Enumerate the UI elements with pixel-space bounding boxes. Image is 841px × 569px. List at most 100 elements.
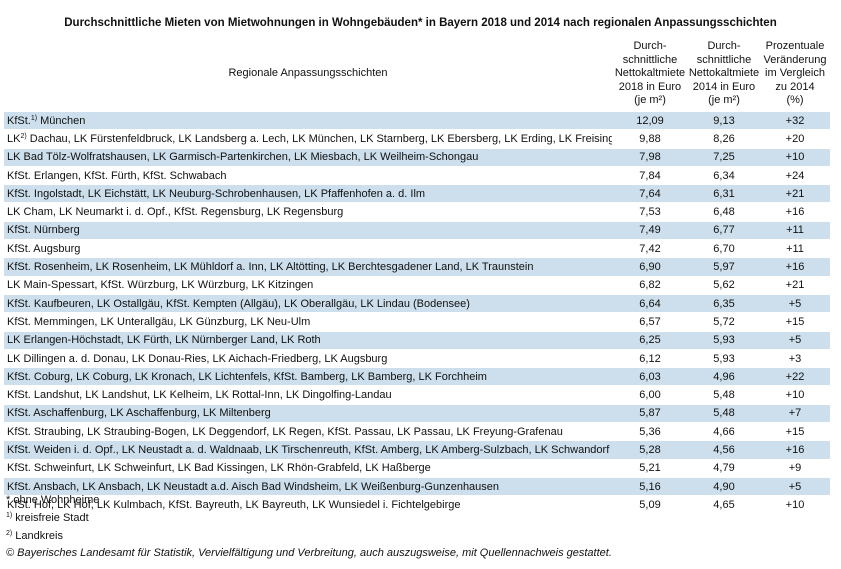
region-name: KfSt. Aschaffenburg, LK Aschaffenburg, L… — [7, 407, 271, 420]
region-cell: KfSt. Landshut, LK Landshut, LK Kelheim,… — [4, 385, 612, 405]
table-row: KfSt. Schweinfurt, LK Schweinfurt, LK Ba… — [4, 459, 830, 478]
table-row: KfSt. Straubing, LK Straubing-Bogen, LK … — [4, 422, 830, 442]
region-cell: KfSt. Ingolstadt, LK Eichstätt, LK Neubu… — [4, 184, 612, 204]
region-name: KfSt. Nürnberg — [7, 224, 80, 237]
region-cell: KfSt. Kaufbeuren, LK Ostallgäu, KfSt. Ke… — [4, 294, 612, 314]
table-row: KfSt. Ingolstadt, LK Eichstätt, LK Neubu… — [4, 184, 830, 204]
value-cell: 6,77 — [688, 221, 760, 241]
value-cell: 5,62 — [688, 276, 760, 295]
value-cell: 7,42 — [612, 239, 688, 259]
value-cell: +15 — [760, 312, 830, 332]
title: Durchschnittliche Mieten von Mietwohnung… — [64, 17, 777, 29]
table-row: KfSt. Rosenheim, LK Rosenheim, LK Mühldo… — [4, 257, 830, 277]
region-name: KfSt. Straubing, LK Straubing-Bogen, LK … — [7, 425, 563, 438]
value-cell: 5,93 — [688, 331, 760, 350]
table-row: KfSt. Nürnberg 7,49 6,77 +11 — [4, 221, 830, 241]
footnote-text: Landkreis — [12, 530, 63, 542]
table-row: KfSt. Hof, LK Hof, LK Kulmbach, KfSt. Ba… — [4, 495, 830, 515]
region-cell: KfSt. Memmingen, LK Unterallgäu, LK Günz… — [4, 312, 612, 332]
region-cell: KfSt. Rosenheim, LK Rosenheim, LK Mühldo… — [4, 257, 612, 277]
value-cell: +21 — [760, 184, 830, 204]
value-cell: +21 — [760, 276, 830, 295]
region-prefix: LK — [7, 132, 21, 145]
value-cell: 5,16 — [612, 477, 688, 497]
region-name: KfSt. Rosenheim, LK Rosenheim, LK Mühldo… — [7, 261, 534, 274]
value-cell: 8,26 — [688, 129, 760, 149]
value-cell: +15 — [760, 422, 830, 442]
value-cell: 7,84 — [612, 166, 688, 186]
region-name: KfSt. Coburg, LK Coburg, LK Kronach, LK … — [7, 370, 487, 383]
value-cell: +16 — [760, 440, 830, 460]
value-cell: 7,49 — [612, 221, 688, 241]
region-name: KfSt. Schweinfurt, LK Schweinfurt, LK Ba… — [7, 462, 431, 475]
table-row: KfSt. Kaufbeuren, LK Ostallgäu, KfSt. Ke… — [4, 294, 830, 314]
header-line: Nettokaltmiete — [688, 67, 760, 80]
region-name: LK Cham, LK Neumarkt i. d. Opf., KfSt. R… — [7, 206, 344, 219]
region-cell: KfSt.1) München — [4, 112, 612, 131]
table-row: KfSt. Aschaffenburg, LK Aschaffenburg, L… — [4, 404, 830, 424]
region-prefix: KfSt. — [7, 114, 31, 127]
value-cell: +22 — [760, 367, 830, 387]
value-cell: 6,64 — [612, 294, 688, 314]
header-line: zu 2014 — [775, 80, 815, 93]
footnote: 2) Landkreis — [6, 526, 612, 544]
table-row: KfSt. Memmingen, LK Unterallgäu, LK Günz… — [4, 312, 830, 332]
table-row: LK2) Dachau, LK Fürstenfeldbruck, LK Lan… — [4, 129, 830, 149]
table-row: LK Erlangen-Höchstadt, LK Fürth, LK Nürn… — [4, 331, 830, 350]
region-cell: KfSt. Ansbach, LK Ansbach, LK Neustadt a… — [4, 477, 612, 497]
value-cell: 5,93 — [688, 349, 760, 369]
table-row: KfSt. Augsburg 7,42 6,70 +11 — [4, 239, 830, 259]
value-cell: 6,00 — [612, 385, 688, 405]
header-2014: Durch-schnittliche Nettokaltmiete 2014 in … — [688, 36, 760, 112]
region-name: LK Dillingen a. d. Donau, LK Donau-Ries,… — [7, 352, 388, 365]
header-line: 2018 in Euro — [618, 80, 682, 93]
footnote-text: kreisfreie Stadt — [12, 512, 89, 524]
header-change: Prozentuale Veränderung im Vergleich zu 201… — [760, 36, 830, 112]
rent-table: Regionale Anpassungsschichten Durch-schn… — [4, 36, 830, 515]
region-name: KfSt. Landshut, LK Landshut, LK Kelheim,… — [7, 389, 392, 402]
footnotes: * ohne Wohnheime 1) kreisfreie Stadt 2) La… — [6, 493, 612, 561]
region-name: KfSt. Hof, LK Hof, LK Kulmbach, KfSt. Ba… — [7, 498, 461, 511]
value-cell: 4,65 — [688, 495, 760, 515]
value-cell: +7 — [760, 404, 830, 424]
footnote: * ohne Wohnheime — [6, 493, 612, 508]
region-cell: KfSt. Augsburg — [4, 239, 612, 259]
value-cell: +3 — [760, 349, 830, 369]
header-line: Veränderung — [763, 53, 827, 66]
value-cell: +24 — [760, 166, 830, 186]
value-cell: 5,48 — [688, 385, 760, 405]
header-line: 2014 in Euro — [692, 80, 756, 93]
region-name: München — [37, 114, 86, 127]
value-cell: 6,03 — [612, 367, 688, 387]
value-cell: 6,70 — [688, 239, 760, 259]
header-2018: Durch-schnittliche Nettokaltmiete 2018 in … — [612, 36, 688, 112]
value-cell: +16 — [760, 202, 830, 222]
region-name: LK Bad Tölz-Wolfratshausen, LK Garmisch-… — [7, 151, 479, 164]
region-name: LK Erlangen-Höchstadt, LK Fürth, LK Nürn… — [7, 334, 321, 347]
header-line: Prozentuale — [765, 40, 825, 53]
region-cell: KfSt. Straubing, LK Straubing-Bogen, LK … — [4, 422, 612, 442]
header-line: Nettokaltmiete — [614, 67, 686, 80]
region-name: KfSt. Weiden i. d. Opf., LK Neustadt a. … — [7, 443, 610, 456]
region-name: KfSt. Erlangen, KfSt. Fürth, KfSt. Schwa… — [7, 169, 227, 182]
region-name: Dachau, LK Fürstenfeldbruck, LK Landsber… — [26, 132, 612, 145]
table-row: LK Dillingen a. d. Donau, LK Donau-Ries,… — [4, 349, 830, 369]
value-cell: 6,48 — [688, 202, 760, 222]
value-cell: +10 — [760, 385, 830, 405]
value-cell: 6,35 — [688, 294, 760, 314]
table-row: LK Cham, LK Neumarkt i. d. Opf., KfSt. R… — [4, 202, 830, 222]
header-line: (%) — [786, 94, 804, 107]
header-region: Regionale Anpassungsschichten — [228, 67, 388, 80]
value-cell: +10 — [760, 148, 830, 167]
value-cell: 9,13 — [688, 112, 760, 131]
value-cell: 6,12 — [612, 349, 688, 369]
region-cell: KfSt. Hof, LK Hof, LK Kulmbach, KfSt. Ba… — [4, 495, 612, 515]
value-cell: +32 — [760, 112, 830, 131]
table-row: KfSt. Erlangen, KfSt. Fürth, KfSt. Schwa… — [4, 166, 830, 186]
value-cell: 5,87 — [612, 404, 688, 424]
region-name: KfSt. Ingolstadt, LK Eichstätt, LK Neubu… — [7, 187, 426, 200]
header-line: schnittliche — [622, 53, 678, 66]
value-cell: +16 — [760, 257, 830, 277]
value-cell: 7,25 — [688, 148, 760, 167]
